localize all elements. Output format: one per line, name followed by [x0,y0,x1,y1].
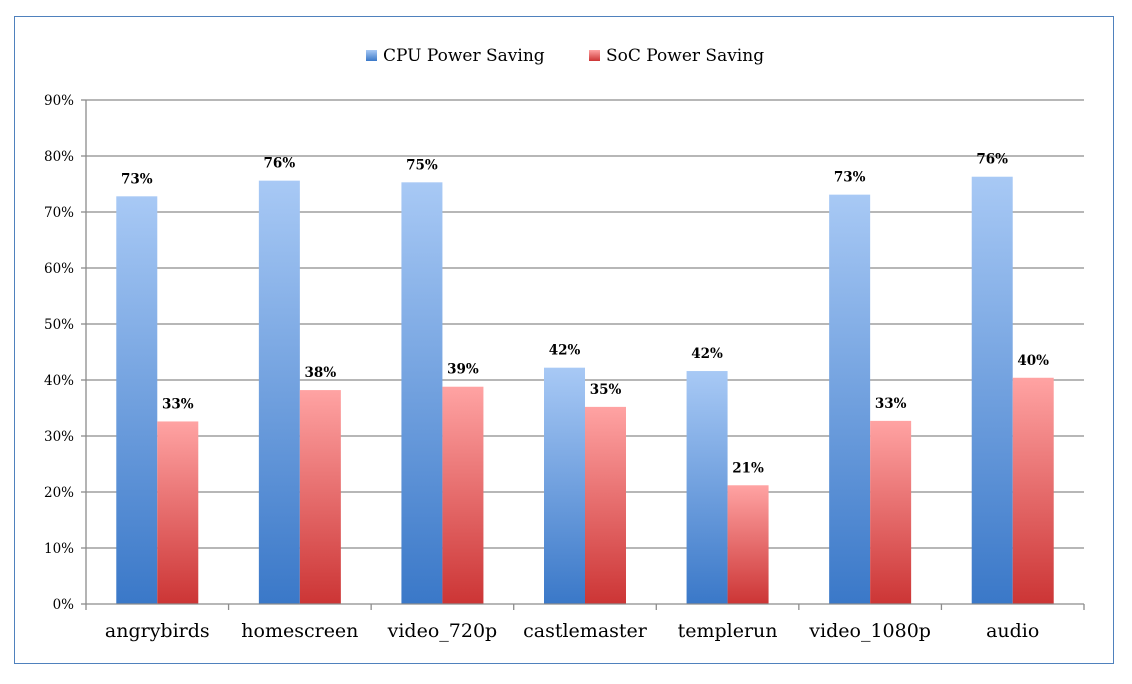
y-tick-label: 90% [44,93,74,109]
data-labels: 73% 33% 76% 38% 75% 39% 42% 35% 42% 21% 73% 33% 76% 4… [121,152,1049,477]
bars [116,176,1054,604]
x-tick-label: angrybirds [105,620,210,642]
bar-cpu [829,194,871,604]
legend: CPU Power Saving SoC Power Saving [366,46,764,66]
data-label: 21% [732,460,764,476]
data-label: 38% [305,365,337,381]
y-tick-label: 80% [44,149,74,165]
data-label: 75% [406,157,438,173]
y-tick-label: 20% [44,485,74,501]
bar-soc [299,390,341,604]
data-label: 73% [121,171,153,187]
bar-soc [157,421,199,604]
x-tick-label: video_720p [387,620,498,642]
y-tick-label: 40% [44,373,74,389]
data-label: 40% [1017,353,1049,369]
x-tick-label: castlemaster [523,620,648,642]
axes: 0% 10% 20% 30% 40% 50% 60% 70% 80% 90% angrybirds h… [44,93,1085,642]
bar-soc [585,406,626,604]
y-tick-label: 50% [44,317,74,333]
data-label: 76% [976,152,1008,168]
gridlines [86,99,1084,549]
x-tick-label: homescreen [241,620,358,642]
legend-swatch-soc [589,50,600,61]
bar-cpu [258,180,300,604]
legend-swatch-cpu [366,50,377,61]
y-tick-label: 0% [53,597,75,613]
legend-label-cpu: CPU Power Saving [383,46,545,66]
data-label: 39% [447,362,479,378]
bar-cpu [401,182,443,604]
y-tick-label: 10% [44,541,74,557]
data-label: 73% [834,170,866,186]
x-tick-label: templerun [678,620,778,642]
bar-soc [442,386,484,604]
data-label: 33% [162,396,194,412]
bar-cpu [971,176,1013,604]
y-tick-label: 70% [44,205,74,221]
data-label: 33% [875,396,907,412]
y-tick-label: 30% [44,429,74,445]
bar-cpu [686,371,728,604]
x-tick-label: video_1080p [808,620,931,642]
x-tick-label: audio [986,620,1039,642]
bar-cpu [116,196,158,604]
y-tick-label: 60% [44,261,74,277]
legend-label-soc: SoC Power Saving [606,46,764,66]
bar-soc [727,485,769,604]
data-label: 42% [549,343,581,359]
data-label: 35% [590,382,622,398]
bar-soc [870,420,912,604]
data-label: 42% [691,346,723,362]
bar-cpu [544,367,585,604]
bar-soc [1012,377,1054,604]
data-label: 76% [264,156,296,172]
